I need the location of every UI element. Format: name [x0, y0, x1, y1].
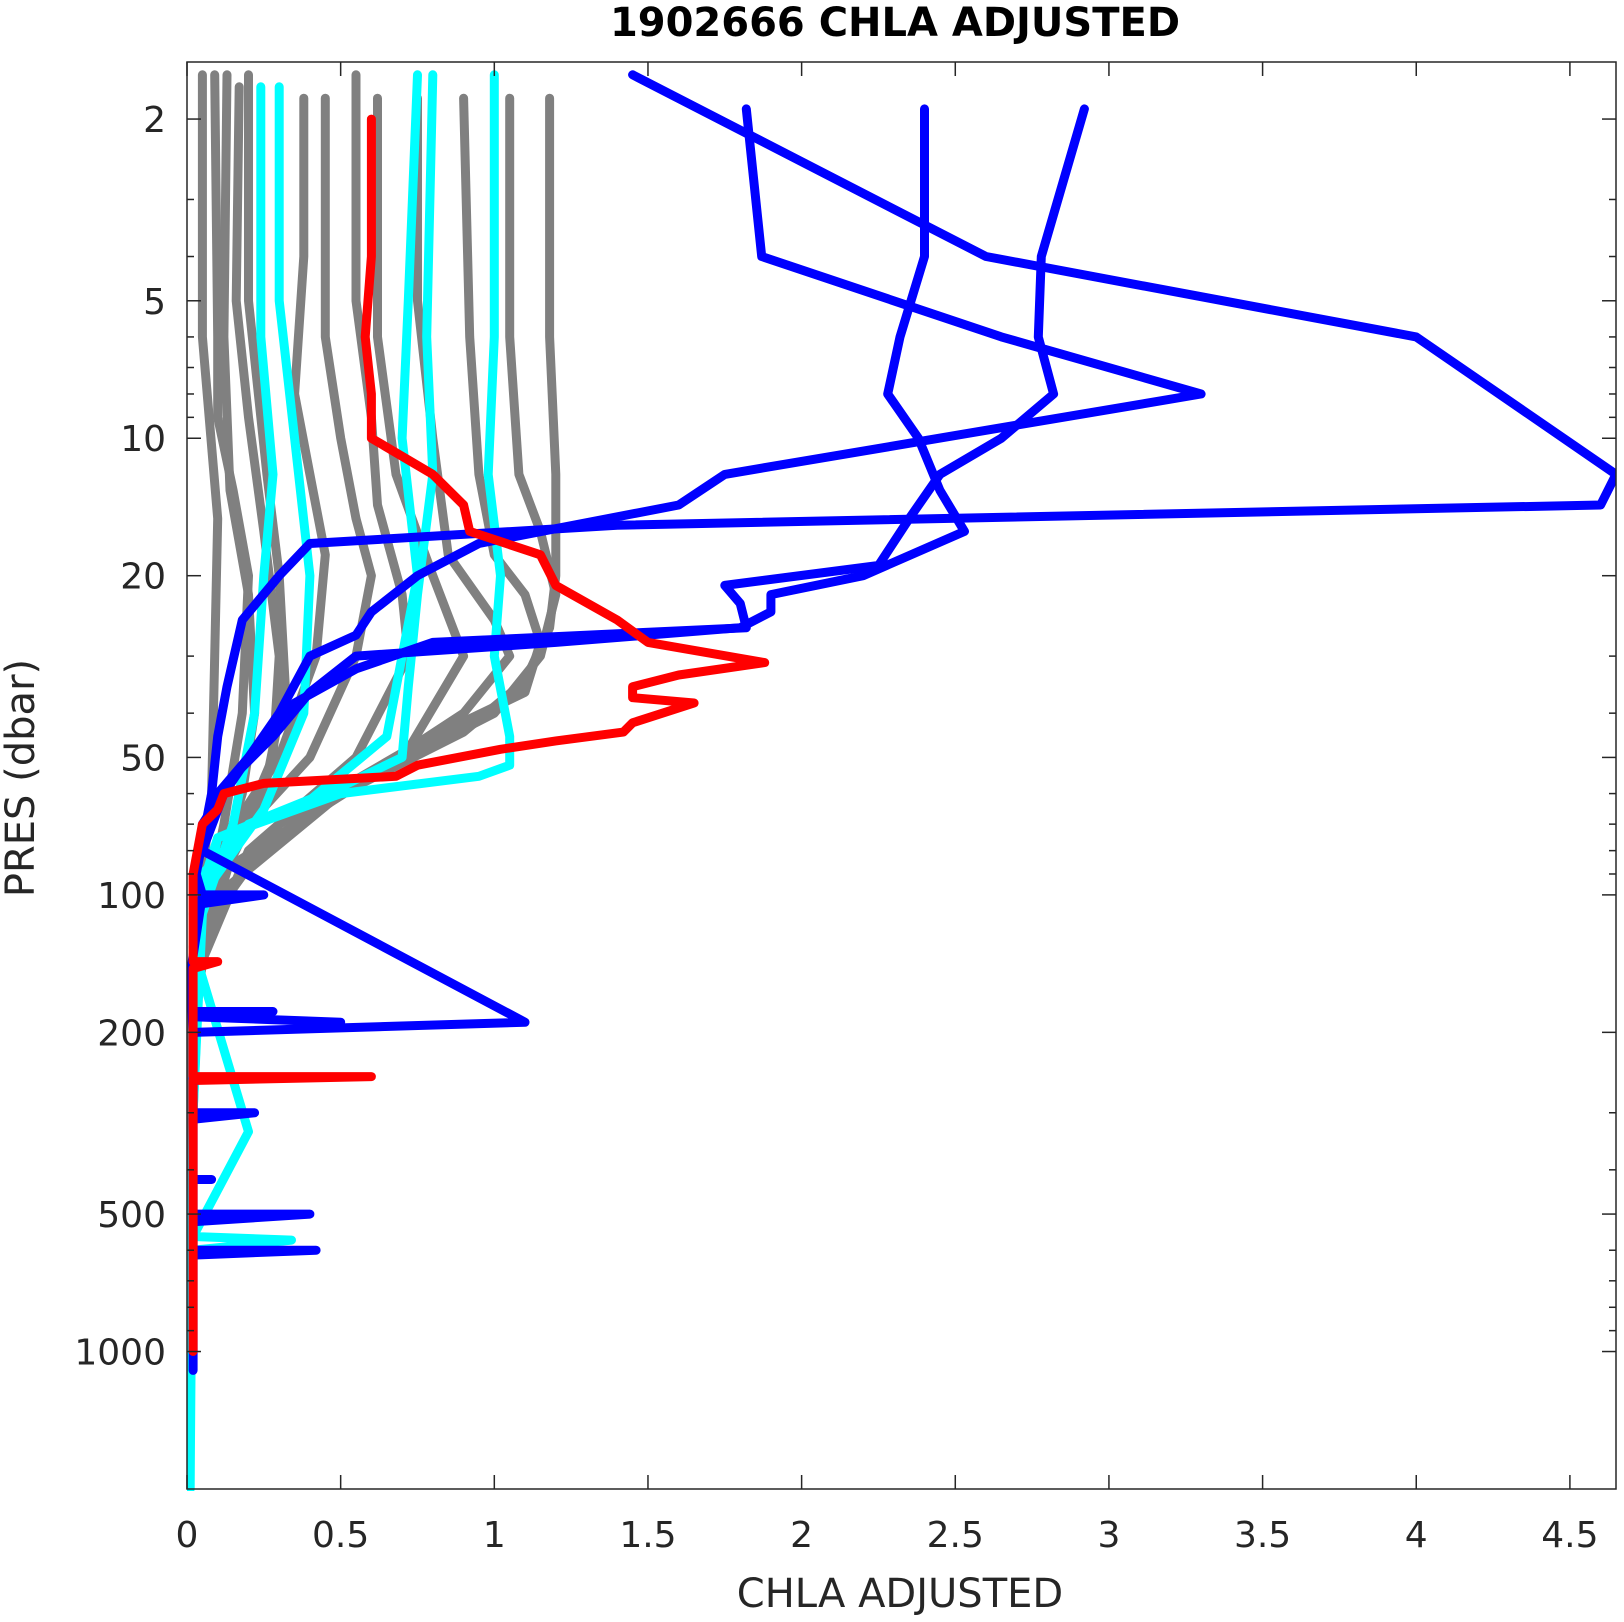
profile-line-blue-18 [187, 70, 1616, 1375]
x-tick-label: 0 [176, 1515, 199, 1556]
x-tick-label: 0.5 [312, 1515, 369, 1556]
profile-line-cyan-17 [188, 70, 515, 919]
x-tick-label: 2 [790, 1515, 813, 1556]
y-tick-label: 10 [120, 419, 166, 460]
profile-line-red-28 [188, 114, 770, 1356]
x-tick-label: 2.5 [927, 1515, 984, 1556]
x-tick-label: 4 [1405, 1515, 1428, 1556]
x-tick-label: 3.5 [1234, 1515, 1291, 1556]
axes-box [186, 61, 1617, 1490]
profile-line-blue-24 [188, 1108, 260, 1124]
chart-title: 1902666 CHLA ADJUSTED [610, 0, 1180, 46]
y-tick-label: 20 [120, 557, 166, 598]
x-tick-label: 1.5 [619, 1515, 676, 1556]
y-tick-label: 2 [143, 100, 166, 141]
profile-line-blue-21 [213, 104, 1089, 799]
y-tick-label: 500 [97, 1195, 166, 1236]
profile-line-blue-27 [188, 1245, 321, 1260]
y-tick-label: 100 [97, 876, 166, 917]
profile-line-blue-23 [188, 1007, 346, 1027]
plot-area [187, 70, 1616, 1491]
x-tick-label: 3 [1097, 1515, 1120, 1556]
profile-line-blue-26 [188, 1209, 315, 1227]
axes: 0 0.5 1 1.5 2 2.5 3 3.5 4 4.5 2 5 10 20 50 100 200 500 100… [74, 61, 1617, 1556]
profile-line-blue-20 [197, 104, 969, 829]
x-tick-label: 4.5 [1541, 1515, 1598, 1556]
y-tick-label: 5 [143, 282, 166, 323]
y-tick-label: 1000 [74, 1333, 166, 1374]
y-tick-label: 50 [120, 738, 166, 779]
profile-line-gray-12 [197, 93, 561, 919]
x-axis-label: CHLA ADJUSTED [737, 1571, 1063, 1617]
y-axis-label: PRES (dbar) [0, 659, 44, 897]
y-tick-label: 200 [97, 1013, 166, 1054]
x-tick-label: 1 [483, 1515, 506, 1556]
profile-line-blue-22 [191, 890, 269, 910]
profile-line-blue-19 [188, 104, 1206, 1037]
